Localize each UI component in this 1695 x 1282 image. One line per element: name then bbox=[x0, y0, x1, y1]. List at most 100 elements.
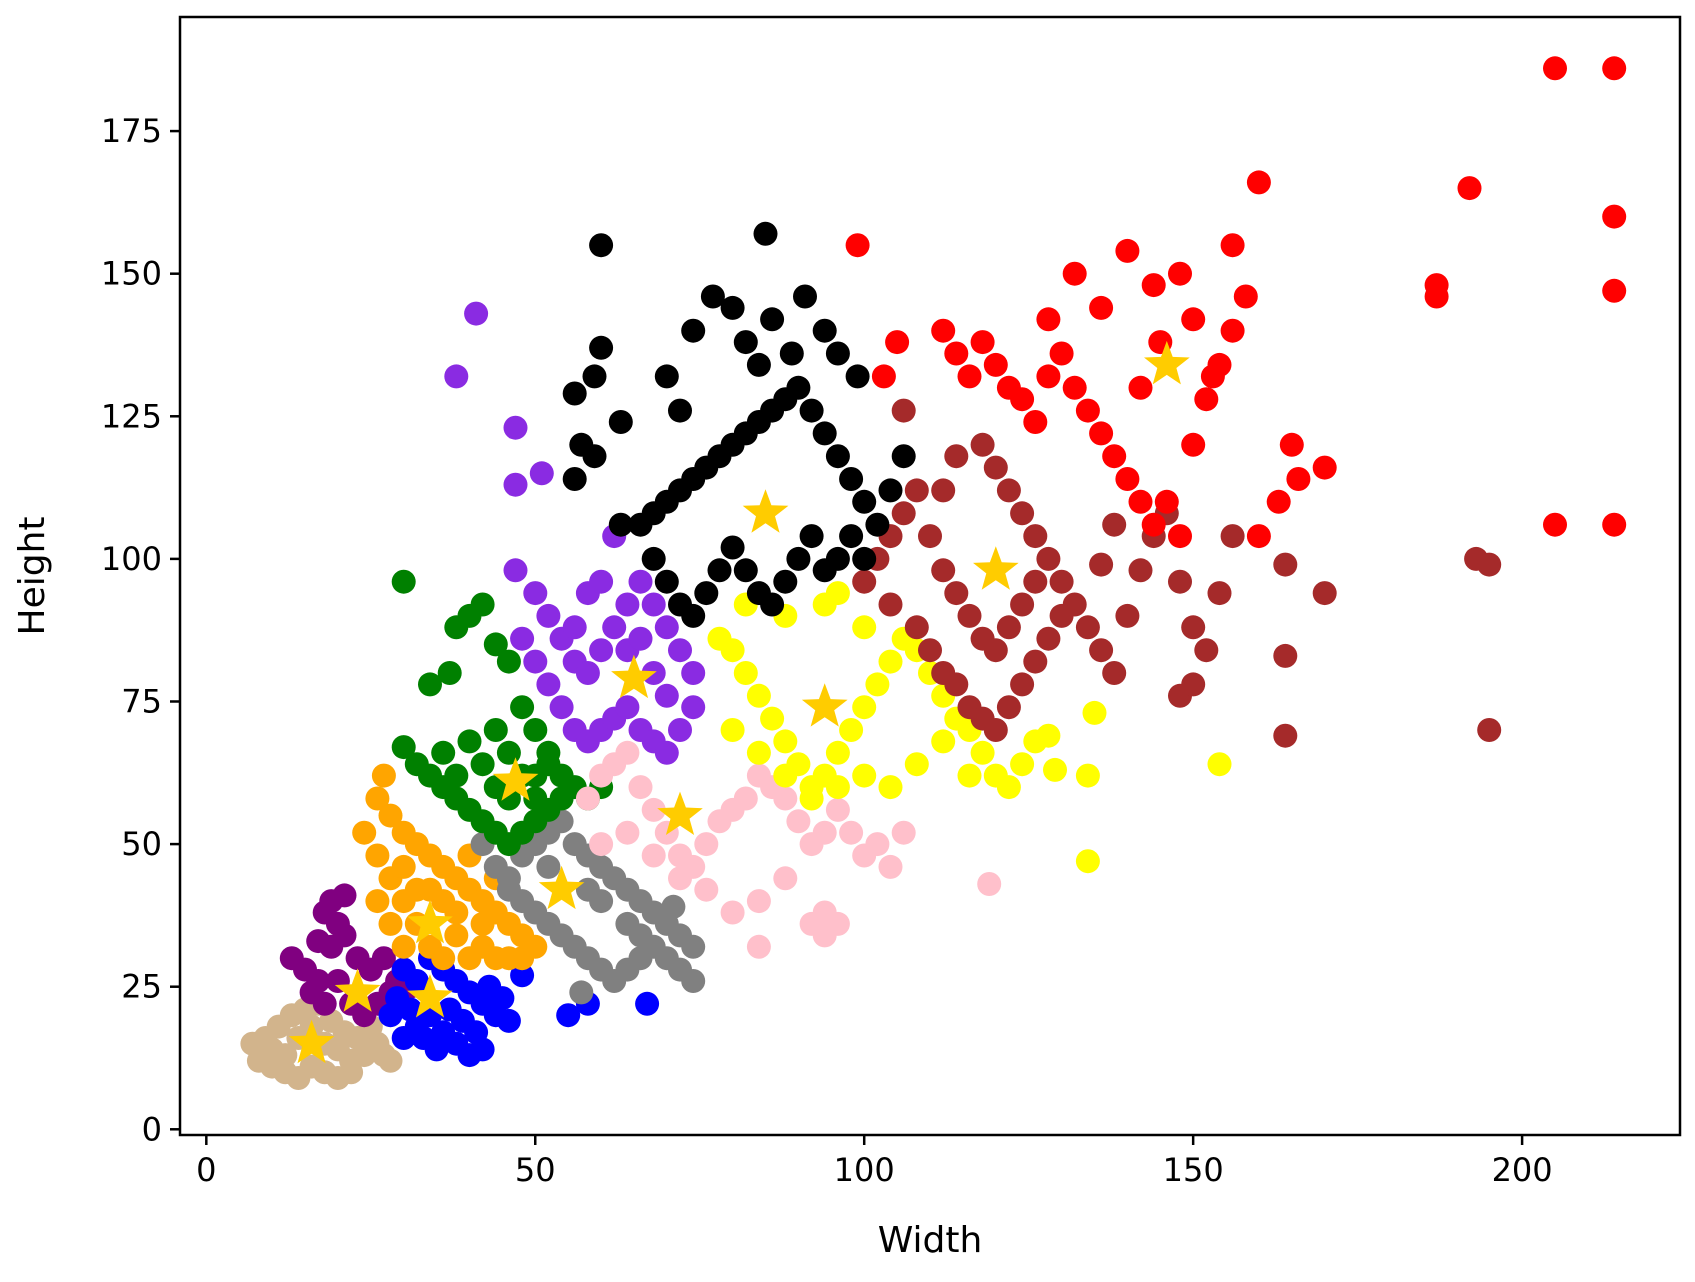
data-point bbox=[839, 718, 864, 742]
data-point bbox=[1141, 512, 1166, 537]
data-point bbox=[825, 775, 850, 800]
data-point bbox=[845, 364, 870, 389]
data-point bbox=[865, 832, 890, 857]
cluster-10 bbox=[562, 221, 916, 628]
data-point bbox=[681, 695, 706, 720]
data-point bbox=[1102, 512, 1127, 537]
data-points bbox=[240, 56, 1627, 1090]
data-point bbox=[562, 381, 587, 406]
data-point bbox=[812, 421, 837, 446]
data-point bbox=[1200, 364, 1225, 389]
cluster-1 bbox=[279, 883, 423, 1028]
data-point bbox=[944, 444, 969, 469]
data-point bbox=[1075, 398, 1100, 423]
data-point bbox=[786, 809, 811, 834]
data-point bbox=[1049, 603, 1074, 628]
data-point bbox=[240, 1031, 265, 1056]
data-point bbox=[1102, 444, 1127, 469]
data-point bbox=[589, 638, 614, 663]
data-point bbox=[654, 569, 679, 594]
data-point bbox=[1075, 763, 1100, 788]
data-point bbox=[641, 546, 666, 571]
data-point bbox=[733, 786, 758, 811]
data-point bbox=[523, 649, 548, 674]
data-point bbox=[970, 432, 995, 457]
data-point bbox=[589, 832, 614, 857]
data-point bbox=[1602, 56, 1627, 81]
data-point bbox=[1023, 649, 1048, 674]
centroid-star-icon bbox=[973, 546, 1019, 590]
data-point bbox=[733, 330, 758, 355]
data-point bbox=[746, 683, 771, 708]
data-point bbox=[1023, 569, 1048, 594]
data-point bbox=[496, 877, 521, 902]
data-point bbox=[431, 946, 456, 971]
data-point bbox=[1115, 467, 1140, 491]
data-point bbox=[944, 672, 969, 697]
data-point bbox=[615, 592, 640, 617]
data-point bbox=[1543, 512, 1567, 537]
data-point bbox=[694, 581, 719, 606]
data-point bbox=[1194, 638, 1219, 663]
data-point bbox=[510, 946, 535, 971]
data-point bbox=[812, 820, 837, 845]
data-point bbox=[878, 478, 903, 503]
data-point bbox=[681, 318, 706, 343]
data-point bbox=[773, 729, 798, 754]
data-point bbox=[852, 569, 877, 594]
cluster-8 bbox=[707, 581, 1232, 874]
y-axis-label: Height bbox=[12, 516, 53, 635]
y-tick-label: 50 bbox=[121, 825, 162, 863]
data-point bbox=[773, 569, 798, 594]
data-point bbox=[654, 740, 679, 765]
data-point bbox=[1010, 672, 1035, 697]
data-point bbox=[904, 615, 929, 640]
data-point bbox=[1220, 318, 1245, 343]
data-point bbox=[628, 626, 653, 651]
data-point bbox=[996, 695, 1021, 720]
data-point bbox=[1082, 700, 1107, 725]
data-point bbox=[1089, 552, 1114, 577]
data-point bbox=[1062, 261, 1087, 286]
y-tick-label: 125 bbox=[101, 397, 162, 435]
data-point bbox=[1273, 552, 1298, 577]
data-point bbox=[891, 398, 916, 423]
data-point bbox=[1036, 626, 1061, 651]
data-point bbox=[746, 889, 771, 914]
data-point bbox=[490, 986, 515, 1011]
data-point bbox=[536, 603, 561, 628]
data-point bbox=[825, 797, 850, 822]
data-point bbox=[996, 478, 1021, 503]
data-point bbox=[1102, 661, 1127, 685]
data-point bbox=[720, 295, 745, 320]
data-point bbox=[523, 581, 548, 606]
data-point bbox=[496, 786, 521, 811]
data-point bbox=[931, 478, 956, 503]
data-point bbox=[1312, 581, 1337, 606]
data-point bbox=[510, 626, 535, 651]
data-point bbox=[753, 221, 778, 246]
data-point bbox=[556, 1003, 581, 1028]
x-axis-ticks: 0 50 100 150 200 bbox=[196, 1135, 1553, 1189]
data-point bbox=[799, 524, 824, 549]
data-point bbox=[312, 991, 337, 1016]
cluster-4 bbox=[470, 809, 706, 1005]
data-point bbox=[628, 569, 653, 594]
centroid-star-icon bbox=[407, 974, 453, 1018]
data-point bbox=[503, 472, 528, 497]
data-point bbox=[918, 638, 942, 663]
data-point bbox=[1010, 592, 1035, 617]
data-point bbox=[496, 649, 521, 674]
data-point bbox=[523, 786, 548, 811]
data-point bbox=[470, 911, 495, 936]
data-point bbox=[332, 923, 357, 948]
data-point bbox=[1154, 489, 1179, 514]
data-point bbox=[746, 934, 771, 959]
data-point bbox=[983, 455, 1008, 480]
data-point bbox=[668, 638, 692, 663]
data-point bbox=[983, 352, 1008, 377]
data-point bbox=[983, 718, 1008, 742]
data-point bbox=[799, 398, 824, 423]
data-point bbox=[694, 877, 719, 902]
data-point bbox=[865, 512, 890, 537]
